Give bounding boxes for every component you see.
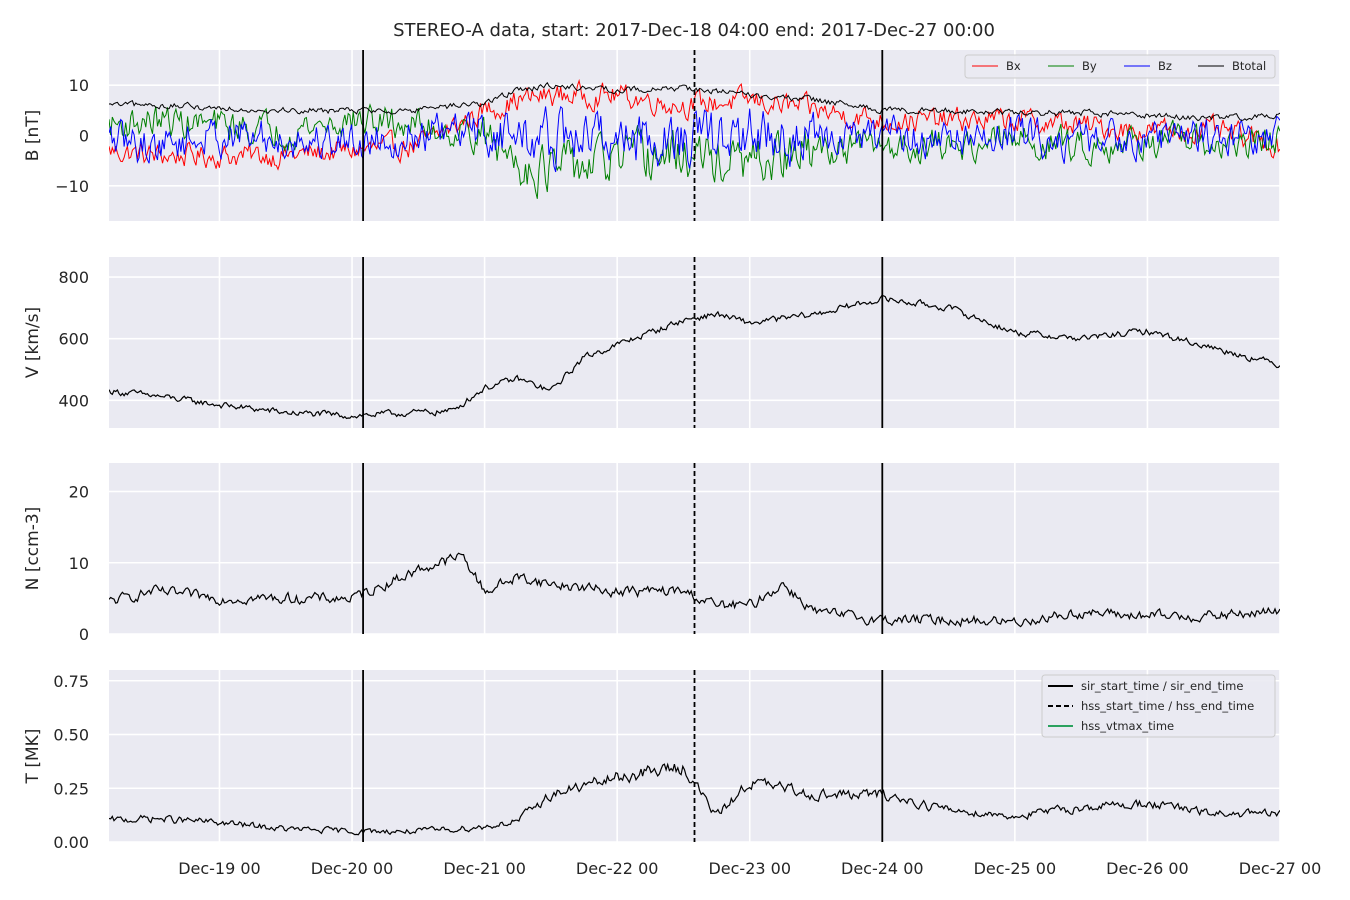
- legend-label: By: [1082, 59, 1097, 73]
- y-tick-label: 10: [69, 554, 89, 573]
- x-axis-ticks: Dec-19 00 Dec-20 00 Dec-21 00 Dec-22 00 Dec-…: [178, 859, 1321, 878]
- legend-label: Bx: [1006, 59, 1021, 73]
- x-tick-label: Dec-23 00: [708, 859, 791, 878]
- x-tick-label: Dec-21 00: [443, 859, 526, 878]
- events-legend: sir_start_time / sir_end_time hss_start_t…: [1041, 674, 1276, 738]
- n-panel: 0 10 20 N [ccm-3]: [23, 463, 1281, 644]
- x-tick-label: Dec-25 00: [974, 859, 1057, 878]
- x-tick-label: Dec-19 00: [178, 859, 261, 878]
- y-tick-label: −10: [55, 177, 89, 196]
- y-tick-label: 400: [58, 391, 89, 410]
- y-tick-label: 0.75: [53, 672, 89, 691]
- y-tick-label: 20: [69, 483, 89, 502]
- v-panel: 400 600 800 V [km/s]: [23, 257, 1281, 428]
- chart-title: STEREO-A data, start: 2017-Dec-18 04:00 …: [393, 20, 995, 41]
- legend-label: Bz: [1158, 59, 1172, 73]
- y-tick-label: 800: [58, 268, 89, 287]
- legend-label: hss_vtmax_time: [1081, 719, 1174, 733]
- y-tick-label: 0.00: [53, 833, 89, 852]
- legend-label: sir_start_time / sir_end_time: [1081, 679, 1243, 693]
- t-panel: 0.00 0.25 0.50 0.75 T [MK] sir_start_time / s…: [23, 670, 1281, 852]
- y-axis-label: N [ccm-3]: [23, 507, 43, 591]
- y-tick-label: 0.25: [53, 779, 89, 798]
- y-tick-label: 10: [69, 76, 89, 95]
- y-axis-label: V [km/s]: [23, 307, 43, 378]
- bz-series-line: [109, 105, 1280, 173]
- x-tick-label: Dec-26 00: [1106, 859, 1189, 878]
- series-group: [109, 294, 1280, 420]
- x-tick-label: Dec-20 00: [311, 859, 394, 878]
- by-series-line: [109, 103, 1280, 199]
- v-series-line: [109, 294, 1280, 420]
- b-panel: −10 0 10 B [nT] Bx By Bz Btotal: [23, 50, 1281, 221]
- x-tick-label: Dec-27 00: [1239, 859, 1322, 878]
- y-tick-label: 0: [79, 127, 89, 146]
- y-axis-label: T [MK]: [23, 729, 43, 785]
- y-tick-label: 0.50: [53, 726, 89, 745]
- y-tick-label: 600: [58, 330, 89, 349]
- x-tick-label: Dec-22 00: [576, 859, 659, 878]
- legend-label: hss_start_time / hss_end_time: [1081, 699, 1254, 713]
- legend-label: Btotal: [1232, 59, 1266, 73]
- x-tick-label: Dec-24 00: [841, 859, 924, 878]
- y-axis-label: B [nT]: [23, 110, 43, 162]
- panels: −10 0 10 B [nT] Bx By Bz Btotal 400 600 800 V [km/s…: [23, 50, 1281, 852]
- b-legend: Bx By Bz Btotal: [964, 54, 1276, 79]
- y-tick-label: 0: [79, 625, 89, 644]
